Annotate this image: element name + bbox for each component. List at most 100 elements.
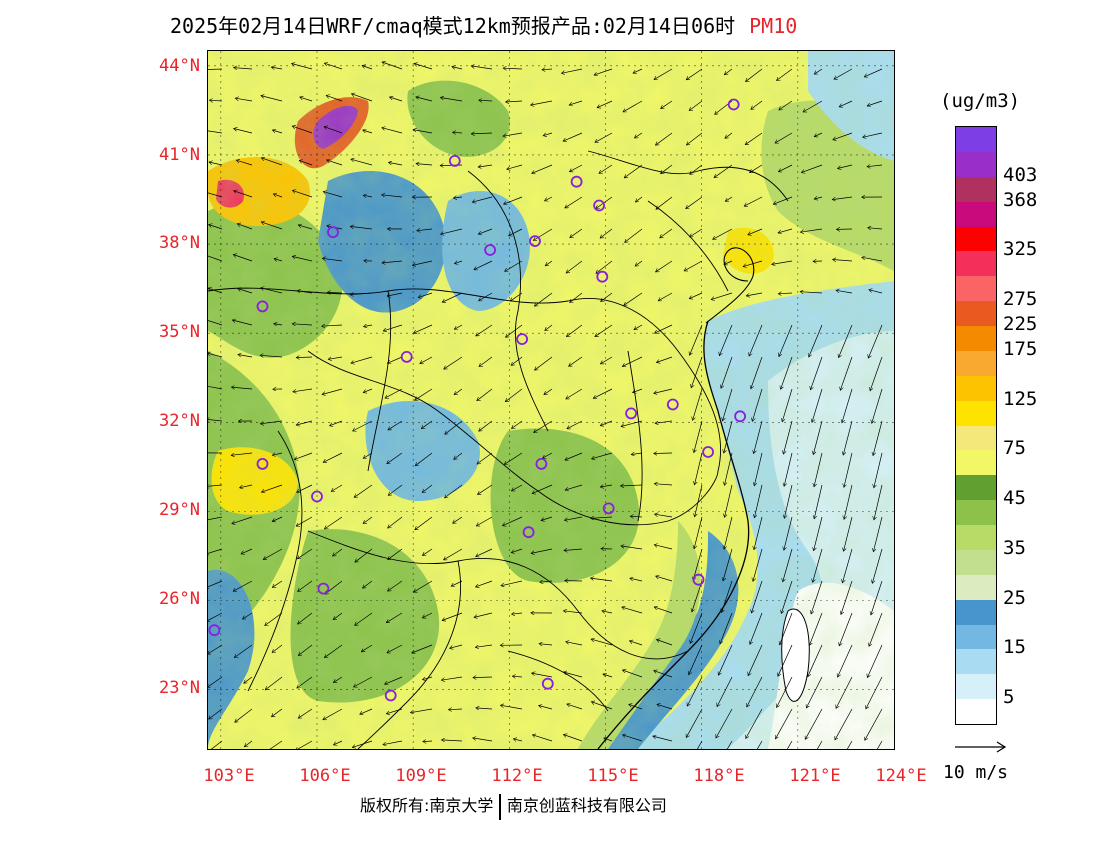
wind-arrow	[654, 484, 673, 485]
map-canvas	[208, 51, 894, 749]
wind-arrow	[814, 516, 823, 551]
wind-arrow	[442, 612, 463, 621]
wind-arrow	[272, 644, 283, 653]
wind-arrow	[385, 676, 403, 684]
lon-label-124: 124°E	[875, 766, 927, 786]
wind-arrow	[604, 738, 613, 742]
copyright-footer: 版权所有:南京大学 南京创蓝科技有限公司	[360, 792, 667, 820]
wind-arrow	[477, 388, 493, 401]
wind-arrow	[506, 324, 523, 337]
copyright-owner: 版权所有:南京大学	[360, 796, 494, 815]
wind-arrow	[591, 639, 613, 646]
wind-arrow	[354, 484, 373, 497]
wind-arrow	[545, 324, 553, 331]
wind-arrow	[271, 67, 283, 69]
lon-label-109: 109°E	[395, 766, 447, 786]
wind-arrow	[501, 580, 523, 586]
wind-arrow	[471, 133, 493, 134]
wind-arrow	[751, 580, 763, 613]
legend-color-box	[956, 400, 996, 426]
wind-arrow	[873, 420, 883, 456]
wind-arrow	[566, 324, 583, 337]
wind-arrow	[812, 388, 823, 422]
wind-arrow	[422, 676, 433, 680]
lat-label-29: 29°N	[159, 500, 200, 520]
city-marker	[692, 573, 705, 586]
wind-arrow	[843, 420, 853, 455]
wind-arrow	[503, 68, 523, 69]
wind-arrow	[261, 158, 283, 166]
wind-arrow	[503, 132, 523, 136]
wind-arrow	[382, 128, 403, 134]
wind-arrow	[754, 484, 763, 518]
wind-arrow	[512, 676, 523, 677]
wind-arrow	[544, 388, 553, 395]
wind-arrow	[324, 516, 343, 529]
wind-arrow	[600, 228, 613, 238]
legend-label: 125	[1003, 387, 1038, 410]
wind-arrow	[510, 292, 523, 301]
lat-label-26: 26°N	[159, 589, 200, 609]
wind-arrow	[566, 260, 583, 273]
wind-arrow	[655, 324, 673, 333]
wind-arrow	[753, 548, 763, 581]
wind-arrow	[836, 290, 853, 294]
wind-arrow	[748, 228, 763, 235]
city-marker	[535, 457, 548, 470]
wind-arrow	[603, 674, 613, 678]
wind-arrow	[452, 67, 463, 69]
wind-arrow	[635, 196, 643, 202]
city-marker	[311, 490, 323, 503]
wind-arrow	[208, 740, 223, 749]
wind-arrow	[781, 580, 793, 614]
wind-arrow	[387, 292, 403, 296]
wind-arrow	[240, 484, 253, 488]
wind-arrow	[690, 612, 703, 643]
wind-arrow	[454, 324, 463, 329]
wind-arrow	[454, 261, 463, 264]
wind-arrow	[775, 132, 793, 144]
wind-arrow	[566, 642, 583, 646]
wind-arrow	[838, 164, 853, 169]
wind-arrow	[363, 452, 373, 459]
legend-color-box	[956, 276, 996, 302]
wind-arrow	[351, 356, 373, 363]
wind-arrow	[653, 736, 673, 742]
wind-arrow	[811, 356, 823, 390]
wind-arrow	[363, 195, 373, 197]
wind-arrow	[724, 68, 733, 75]
wind-arrow	[806, 676, 823, 708]
wind-arrow	[327, 160, 343, 166]
wind-arrow	[570, 228, 583, 238]
wind-arrow	[421, 420, 433, 429]
wind-arrow	[869, 290, 883, 294]
legend-color-box	[956, 475, 996, 501]
wind-arrow	[298, 644, 313, 656]
wind-arrow	[297, 291, 313, 294]
wind-arrow	[690, 164, 703, 174]
wind-arrow	[478, 228, 493, 234]
wind-arrow	[234, 68, 253, 69]
wind-arrow	[415, 452, 433, 466]
wind-arrow	[478, 484, 493, 495]
lon-label-112: 112°E	[491, 766, 543, 786]
city-marker	[327, 226, 339, 239]
wind-arrow	[686, 708, 703, 738]
wind-arrow	[695, 484, 703, 517]
wind-arrow	[784, 484, 793, 518]
wind-arrow	[656, 196, 673, 209]
wind-arrow	[476, 708, 493, 709]
wind-arrow	[260, 420, 283, 424]
wind-arrow	[622, 670, 643, 678]
legend-color-box	[956, 425, 996, 451]
pollutant-label: PM10	[749, 14, 798, 38]
wind-arrow	[591, 578, 613, 582]
wind-arrow	[385, 388, 403, 398]
wind-arrow	[691, 356, 703, 388]
wind-arrow	[208, 192, 223, 198]
wind-arrow	[238, 355, 253, 358]
wind-arrow	[322, 388, 343, 395]
wind-arrow	[872, 548, 883, 583]
wind-arrow	[841, 580, 853, 615]
wind-arrow	[746, 292, 763, 296]
